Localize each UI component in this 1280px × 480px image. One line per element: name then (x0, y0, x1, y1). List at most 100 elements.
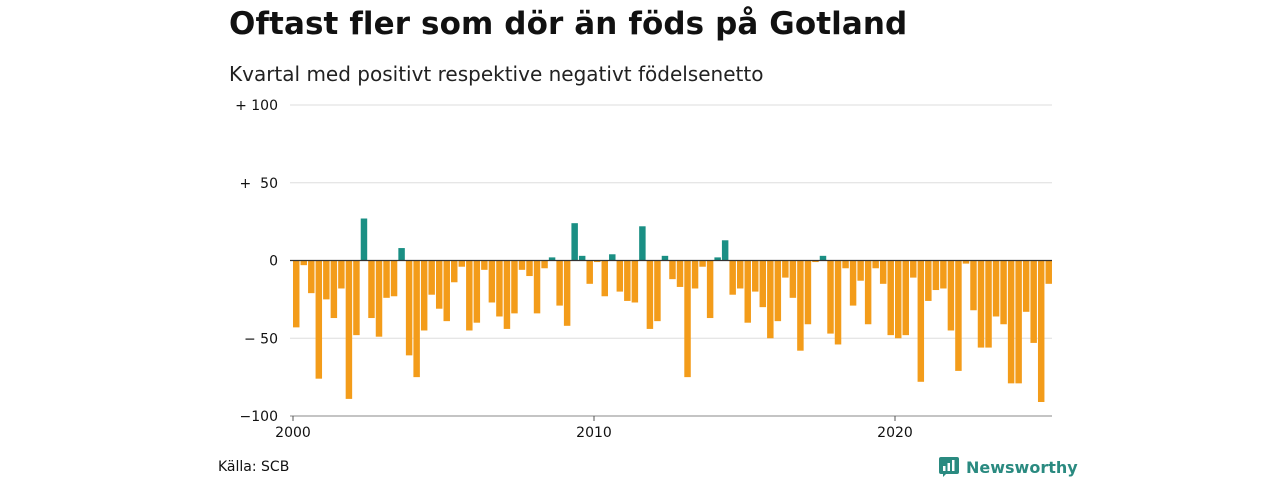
bar (1000, 260, 1007, 325)
bar (759, 260, 767, 308)
bar (616, 260, 624, 292)
bar (684, 260, 691, 378)
y-tick-label: + 50 (240, 176, 278, 192)
y-tick-label: −100 (240, 409, 278, 425)
bar (488, 260, 496, 303)
bar (586, 260, 593, 284)
bar (428, 260, 435, 295)
bar (977, 260, 985, 348)
bar (992, 260, 1000, 317)
bar (398, 248, 405, 261)
source-note: Källa: SCB (218, 459, 290, 475)
bar (872, 260, 879, 269)
bar (624, 260, 631, 301)
bar (917, 260, 925, 382)
bar (556, 260, 563, 306)
bar (631, 260, 639, 303)
bar (315, 260, 323, 379)
x-tick-label: 2020 (877, 425, 913, 441)
bar (819, 255, 827, 261)
bar (767, 260, 774, 339)
bar (594, 260, 601, 263)
bar (797, 260, 804, 351)
bar (503, 260, 511, 329)
bar (420, 260, 428, 331)
bar (699, 260, 706, 267)
bar (338, 260, 345, 289)
bar (368, 260, 375, 319)
bar (676, 260, 684, 287)
bar (435, 260, 443, 309)
bar (300, 260, 307, 266)
bar (849, 260, 857, 306)
brand-name: Newsworthy (966, 457, 1078, 477)
bar (609, 254, 616, 261)
bar (548, 257, 556, 261)
bar (578, 255, 586, 261)
bar (834, 260, 842, 345)
bar (774, 260, 782, 322)
bar (940, 260, 947, 289)
bar (571, 223, 578, 261)
bar (857, 260, 864, 281)
bar (563, 260, 571, 326)
bar (1045, 260, 1052, 284)
bar (360, 218, 368, 261)
bar (383, 260, 390, 298)
bar (466, 260, 473, 331)
bar (902, 260, 909, 336)
bar (541, 260, 548, 269)
y-tick-label: 0 (269, 254, 278, 270)
bar (405, 260, 413, 356)
bar (729, 260, 736, 295)
bar (947, 260, 955, 331)
bar (601, 260, 608, 297)
newsworthy-logo-icon (939, 457, 959, 477)
bar (752, 260, 759, 292)
x-tick-label: 2010 (576, 425, 612, 441)
brand[interactable]: Newsworthy (938, 456, 1078, 478)
bar (736, 260, 744, 289)
bar (706, 260, 714, 319)
bar (353, 260, 360, 336)
bar (970, 260, 977, 311)
bar (842, 260, 849, 269)
bar (887, 260, 894, 336)
bar (962, 260, 970, 264)
bar (669, 260, 676, 280)
bar (1022, 260, 1030, 312)
bar (744, 260, 751, 323)
bar (1015, 260, 1022, 384)
bar (925, 260, 932, 301)
bar (451, 260, 458, 283)
bar (511, 260, 518, 314)
bar (390, 260, 398, 297)
bar (533, 260, 541, 314)
bar (955, 260, 962, 371)
bar (985, 260, 992, 348)
bar (323, 260, 330, 300)
y-tick-label: − 50 (244, 331, 278, 347)
bar (375, 260, 383, 337)
bar (827, 260, 834, 334)
bar (345, 260, 353, 399)
bar (481, 260, 488, 270)
bar (646, 260, 654, 329)
bar (910, 260, 917, 278)
bar (496, 260, 503, 317)
bar (518, 260, 526, 270)
bar (812, 260, 819, 263)
chart-subtitle: Kvartal med positivt respektive negativt… (229, 62, 764, 86)
bar (714, 257, 721, 261)
bar (1007, 260, 1015, 384)
bar (895, 260, 902, 339)
bar (1037, 260, 1045, 402)
bars (293, 218, 1052, 402)
bar (782, 260, 789, 278)
bar (330, 260, 338, 319)
bar (1030, 260, 1037, 343)
bar (721, 240, 729, 261)
bar (473, 260, 481, 323)
bar (654, 260, 661, 322)
